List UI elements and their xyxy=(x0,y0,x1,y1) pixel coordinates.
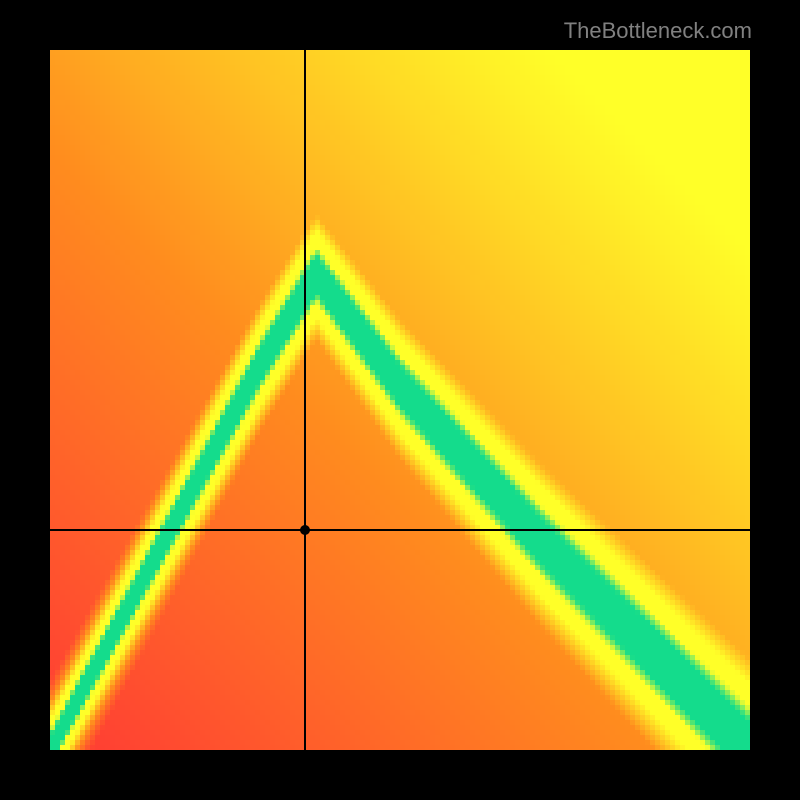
crosshair-vertical xyxy=(304,50,306,750)
crosshair-horizontal xyxy=(50,529,750,531)
watermark-text: TheBottleneck.com xyxy=(564,18,752,44)
crosshair-dot xyxy=(300,525,310,535)
bottleneck-heatmap xyxy=(50,50,750,750)
heatmap-canvas xyxy=(50,50,750,750)
